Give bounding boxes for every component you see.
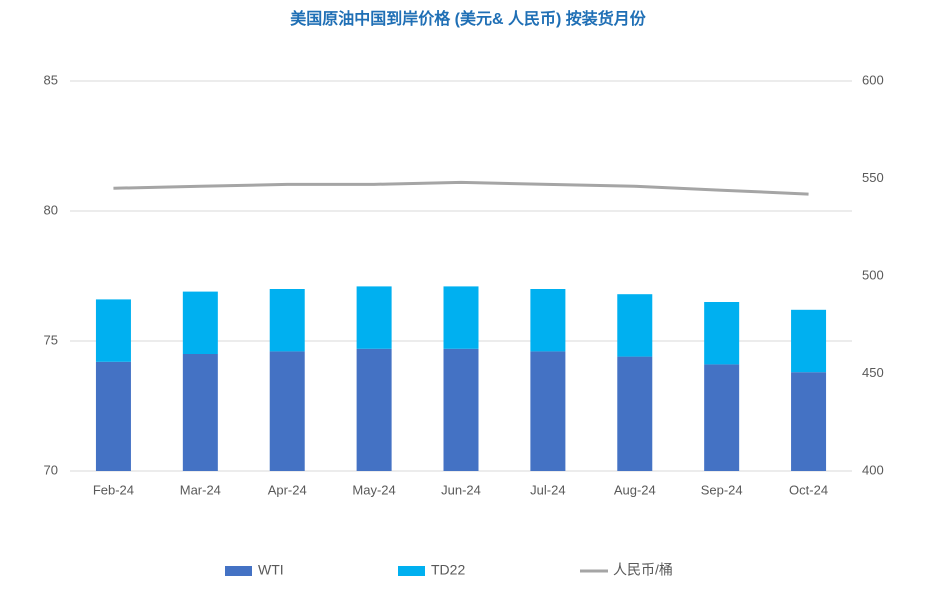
y-tick-label: 75	[44, 332, 58, 347]
bar	[269, 289, 305, 352]
bar	[617, 356, 653, 471]
bar	[530, 289, 566, 352]
y2-tick-label: 550	[862, 170, 884, 185]
x-tick-label: Oct-24	[789, 482, 828, 497]
x-tick-label: Sep-24	[701, 482, 743, 497]
bar	[95, 299, 131, 362]
bar	[356, 286, 392, 349]
bar	[704, 364, 740, 471]
y2-tick-label: 450	[862, 365, 884, 380]
y-tick-label: 85	[44, 72, 58, 87]
bar	[617, 294, 653, 357]
legend-swatch	[225, 566, 252, 576]
x-tick-label: Feb-24	[93, 482, 134, 497]
legend-swatch	[398, 566, 425, 576]
y-tick-label: 80	[44, 202, 58, 217]
bar	[95, 361, 131, 471]
y-tick-label: 70	[44, 462, 58, 477]
y2-tick-label: 600	[862, 72, 884, 87]
bar	[443, 348, 479, 471]
bar	[791, 372, 827, 471]
legend-label: TD22	[431, 562, 465, 578]
bar	[530, 351, 566, 471]
y2-tick-label: 500	[862, 267, 884, 282]
bar	[182, 291, 218, 354]
x-tick-label: Jun-24	[441, 482, 481, 497]
chart-title: 美国原油中国到岸价格 (美元& 人民币) 按装货月份	[290, 9, 647, 28]
legend-label: WTI	[258, 562, 284, 578]
bar	[704, 302, 740, 365]
bar	[791, 309, 827, 373]
x-tick-label: May-24	[352, 482, 395, 497]
bar	[269, 351, 305, 471]
line	[113, 180, 809, 196]
y2-tick-label: 400	[862, 462, 884, 477]
x-tick-label: Apr-24	[268, 482, 307, 497]
x-tick-label: Mar-24	[180, 482, 221, 497]
x-tick-label: Jul-24	[530, 482, 565, 497]
bar	[356, 348, 392, 471]
bar	[182, 354, 218, 471]
legend-label: 人民币/桶	[613, 562, 673, 578]
bar	[443, 286, 479, 349]
x-tick-label: Aug-24	[614, 482, 656, 497]
